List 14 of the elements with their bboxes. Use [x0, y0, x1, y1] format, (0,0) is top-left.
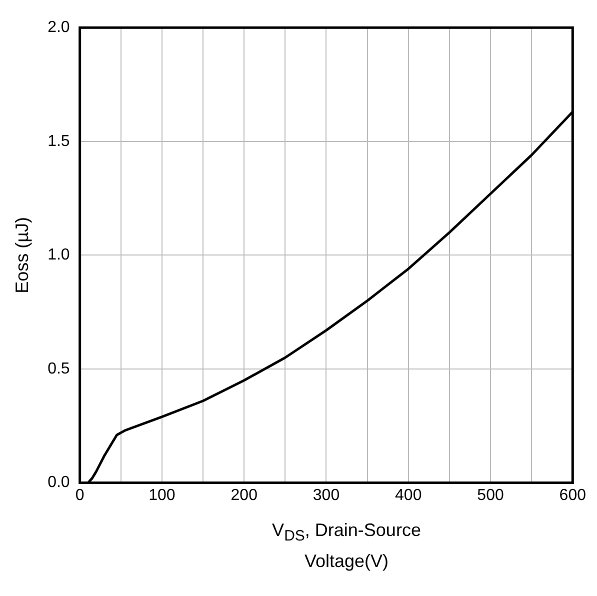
- x-tick-label: 300: [312, 486, 340, 504]
- x-tick-label: 100: [148, 486, 176, 504]
- y-axis-title: Eoss (µJ): [12, 217, 32, 294]
- y-tick-label: 0.5: [48, 360, 70, 378]
- y-tick-label: 0.0: [48, 474, 70, 492]
- x-tick-label: 500: [477, 486, 504, 504]
- y-tick-label: 2.0: [48, 19, 70, 36]
- x-tick-label: 200: [230, 486, 258, 504]
- x-tick-label: 600: [559, 486, 586, 504]
- x-tick-label: 0: [75, 486, 84, 504]
- x-axis-title: V$_{DS}$, Drain-Source Voltage(V): [271, 519, 422, 573]
- y-tick-label: 1.5: [48, 132, 70, 150]
- x-tick-label: 400: [395, 486, 422, 504]
- y-tick-label: 1.0: [48, 246, 70, 264]
